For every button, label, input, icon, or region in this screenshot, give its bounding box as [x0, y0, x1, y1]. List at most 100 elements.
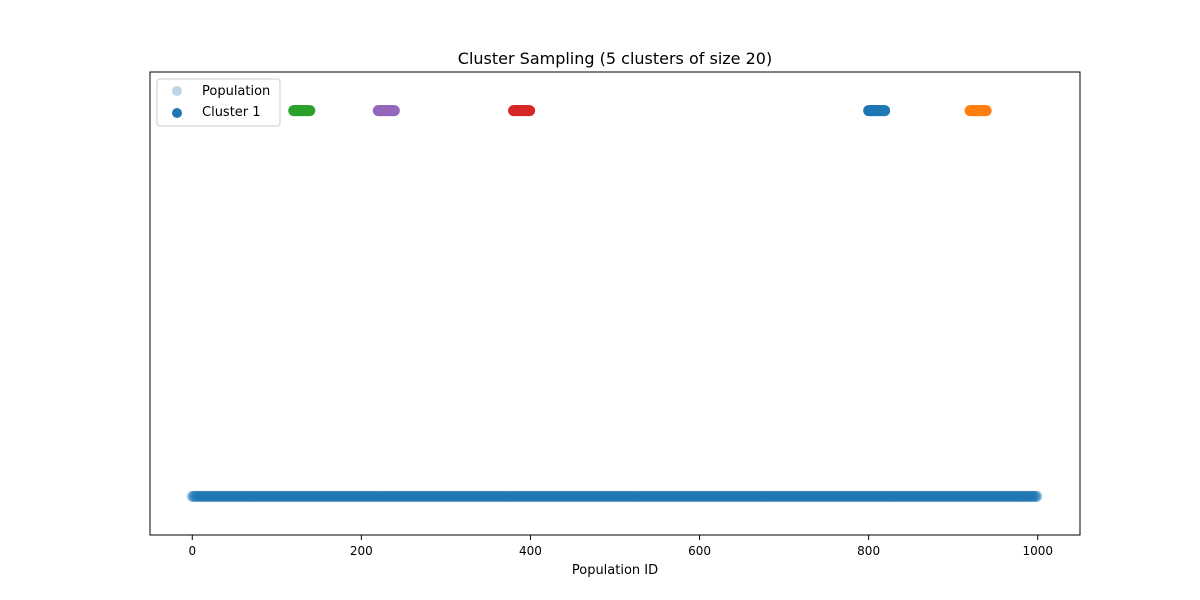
- population-point: [916, 490, 928, 502]
- population-point: [370, 490, 382, 502]
- population-point: [196, 490, 208, 502]
- population-point: [617, 490, 629, 502]
- population-point: [484, 490, 496, 502]
- population-point: [810, 490, 822, 502]
- population-point: [632, 490, 644, 502]
- population-point: [300, 490, 312, 502]
- population-point: [863, 490, 875, 502]
- population-point: [1026, 490, 1038, 502]
- population-point: [190, 490, 202, 502]
- population-point: [416, 490, 428, 502]
- population-point: [694, 490, 706, 502]
- population-point: [494, 490, 506, 502]
- population-point: [629, 490, 641, 502]
- population-point: [445, 490, 457, 502]
- population-point: [897, 490, 909, 502]
- population-point: [932, 490, 944, 502]
- population-point: [697, 490, 709, 502]
- population-point: [638, 490, 650, 502]
- population-point: [809, 490, 821, 502]
- population-point: [293, 490, 305, 502]
- population-point: [874, 490, 886, 502]
- population-point: [754, 490, 766, 502]
- population-point: [681, 490, 693, 502]
- population-point: [471, 490, 483, 502]
- population-point: [760, 490, 772, 502]
- population-point: [407, 490, 419, 502]
- population-point: [467, 490, 479, 502]
- population-point: [977, 490, 989, 502]
- population-point: [795, 490, 807, 502]
- population-point: [609, 490, 621, 502]
- population-point: [309, 490, 321, 502]
- population-point: [812, 490, 824, 502]
- population-point: [759, 490, 771, 502]
- population-point: [193, 490, 205, 502]
- population-point: [464, 490, 476, 502]
- population-point: [273, 490, 285, 502]
- population-point: [543, 490, 555, 502]
- population-point: [716, 490, 728, 502]
- population-point: [986, 490, 998, 502]
- population-point: [322, 490, 334, 502]
- population-point: [920, 490, 932, 502]
- population-point: [690, 490, 702, 502]
- population-point: [676, 490, 688, 502]
- population-point: [1031, 490, 1043, 502]
- population-point: [549, 490, 561, 502]
- population-point: [418, 490, 430, 502]
- population-point: [355, 490, 367, 502]
- population-point: [761, 490, 773, 502]
- population-point: [615, 490, 627, 502]
- population-point: [824, 490, 836, 502]
- population-point: [366, 490, 378, 502]
- population-point: [363, 490, 375, 502]
- population-point: [570, 490, 582, 502]
- population-point: [250, 490, 262, 502]
- population-point: [480, 490, 492, 502]
- population-point: [562, 490, 574, 502]
- population-point: [259, 490, 271, 502]
- population-point: [526, 490, 538, 502]
- population-point: [727, 490, 739, 502]
- population-point: [488, 490, 500, 502]
- population-point: [723, 490, 735, 502]
- population-point: [717, 490, 729, 502]
- population-point: [387, 490, 399, 502]
- population-point: [512, 490, 524, 502]
- population-point: [704, 490, 716, 502]
- population-point: [776, 490, 788, 502]
- population-point: [306, 490, 318, 502]
- population-point: [700, 490, 712, 502]
- x-tick-label: 1000: [1022, 544, 1053, 558]
- population-point: [814, 490, 826, 502]
- population-point: [822, 490, 834, 502]
- population-point: [316, 490, 328, 502]
- population-point: [955, 490, 967, 502]
- population-point: [530, 490, 542, 502]
- cluster-5-point: [388, 105, 400, 117]
- population-point: [415, 490, 427, 502]
- population-point: [785, 490, 797, 502]
- population-point: [404, 490, 416, 502]
- population-point: [868, 490, 880, 502]
- population-point: [631, 490, 643, 502]
- population-point: [656, 490, 667, 502]
- population-point: [282, 490, 294, 502]
- population-point: [719, 490, 731, 502]
- population-point: [849, 490, 861, 502]
- population-point: [524, 490, 536, 502]
- population-point: [877, 490, 889, 502]
- population-point: [1019, 490, 1031, 502]
- population-point: [922, 490, 934, 502]
- legend-label-population: Population: [202, 84, 270, 99]
- population-point: [988, 490, 1000, 502]
- population-point: [459, 490, 471, 502]
- population-point: [1006, 490, 1018, 502]
- population-point: [312, 490, 324, 502]
- population-point: [1014, 490, 1026, 502]
- population-point: [992, 490, 1004, 502]
- population-point: [946, 490, 958, 502]
- population-point: [813, 490, 825, 502]
- population-point: [680, 490, 692, 502]
